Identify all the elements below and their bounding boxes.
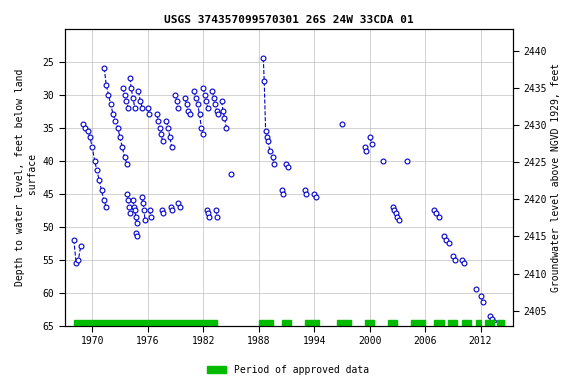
Bar xyxy=(305,319,319,326)
Bar xyxy=(411,319,425,326)
Bar xyxy=(74,319,217,326)
Bar xyxy=(462,319,471,326)
Bar xyxy=(485,319,494,326)
Y-axis label: Groundwater level above NGVD 1929, feet: Groundwater level above NGVD 1929, feet xyxy=(551,63,561,291)
Bar xyxy=(282,319,291,326)
Bar xyxy=(259,319,272,326)
Bar xyxy=(388,319,397,326)
Y-axis label: Depth to water level, feet below land
 surface: Depth to water level, feet below land su… xyxy=(15,68,38,286)
Bar xyxy=(497,319,503,326)
Bar xyxy=(476,319,480,326)
Title: USGS 374357099570301 26S 24W 33CDA 01: USGS 374357099570301 26S 24W 33CDA 01 xyxy=(164,15,414,25)
Bar xyxy=(434,319,444,326)
Legend: Period of approved data: Period of approved data xyxy=(203,361,373,379)
Bar xyxy=(448,319,457,326)
Bar xyxy=(365,319,374,326)
Bar xyxy=(338,319,351,326)
